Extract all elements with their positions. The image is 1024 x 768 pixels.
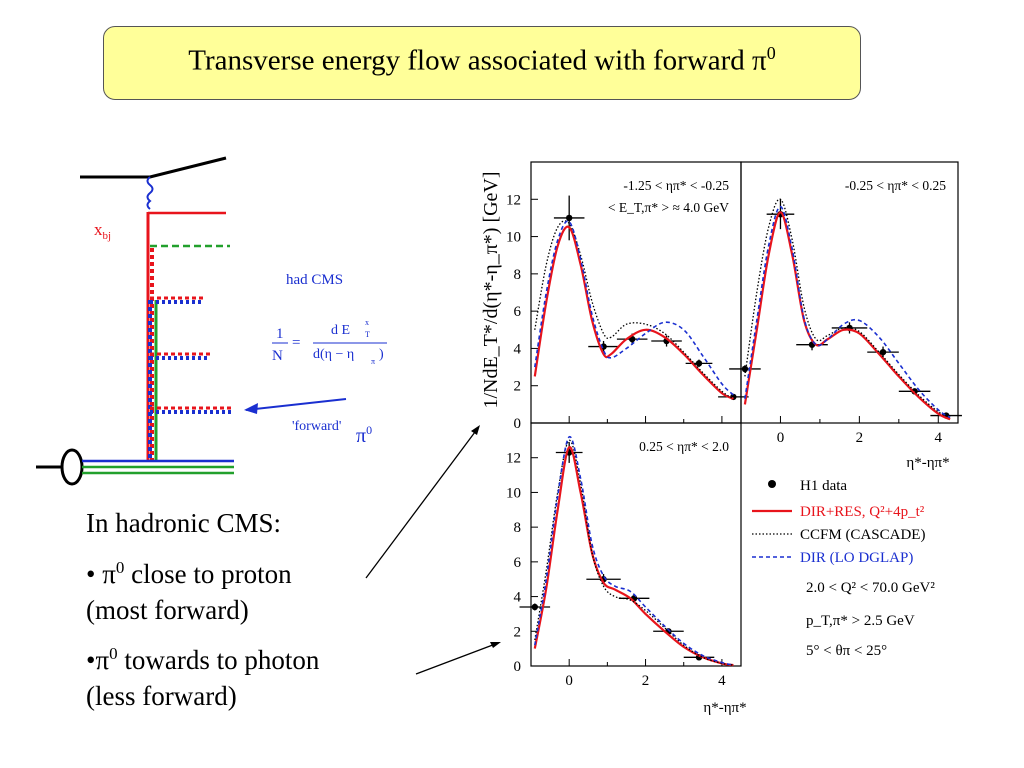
y-tick-label: 6 — [514, 555, 522, 571]
x-axis-label-top: η*-ηπ* — [906, 455, 949, 471]
arrow-to-top-panel — [365, 427, 479, 579]
y-tick-label: 2 — [514, 624, 522, 640]
y-tick-label: 2 — [514, 379, 522, 395]
x-tick-label: 4 — [718, 673, 726, 689]
series-line-solid — [533, 225, 734, 400]
y-axis-label: 1/NdE_T*/d(η*-η_π*) [GeV] — [480, 171, 502, 408]
arrow-to-bottom-panel — [415, 642, 499, 675]
y-tick-label: 0 — [514, 416, 522, 432]
cut-pt: p_T,π* > 2.5 GeV — [806, 613, 915, 629]
bullet-item-less-forward: •π0 towards to photon (less forward) — [86, 644, 320, 711]
bullet-item-forward: • π0 close to proton (most forward) — [86, 558, 292, 625]
panel-frame — [530, 422, 742, 667]
svg-text:T: T — [365, 330, 370, 339]
svg-text:=: = — [292, 335, 300, 351]
svg-text:d(η − η: d(η − η — [313, 347, 354, 362]
energy-flow-formula: 1 N = d E x T d(η − η π ) — [272, 318, 387, 366]
x-tick-label: 2 — [856, 430, 864, 446]
svg-text:π: π — [371, 357, 375, 366]
bullet-heading: In hadronic CMS: — [86, 508, 281, 538]
title-box: Transverse energy flow associated with f… — [103, 26, 861, 100]
svg-text:d E: d E — [331, 323, 350, 338]
y-tick-label: 8 — [514, 267, 522, 283]
data-point — [565, 214, 573, 222]
series-line-solid — [743, 211, 951, 421]
svg-text:x: x — [365, 318, 369, 327]
panel-annotation: 0.25 < ηπ* < 2.0 — [639, 439, 729, 454]
slide-title: Transverse energy flow associated with f… — [188, 43, 776, 77]
xbj-label: xbj — [94, 220, 111, 242]
y-tick-label: 10 — [506, 485, 521, 501]
data-point — [695, 360, 703, 367]
feynman-diagram: xbj had CMS 1 N = d E x T d(η − η π ) 'f… — [36, 156, 387, 486]
had-cms-label: had CMS — [286, 272, 343, 288]
cut-q2: 2.0 < Q² < 70.0 GeV² — [806, 580, 935, 596]
forward-arrow — [245, 398, 347, 411]
legend-h1-label: H1 data — [800, 478, 847, 494]
x-tick-label: 2 — [642, 673, 650, 689]
svg-text:1: 1 — [276, 326, 284, 342]
series-line-dashed — [744, 205, 951, 419]
y-tick-label: 4 — [514, 341, 522, 357]
series-line-solid — [533, 446, 734, 667]
series-line-dotted — [534, 220, 734, 400]
legend-h1-marker — [768, 480, 776, 488]
y-tick-label: 8 — [514, 520, 522, 536]
panel-annotation: -0.25 < ηπ* < 0.25 — [845, 178, 946, 193]
cut-theta: 5° < θπ < 25° — [806, 643, 887, 659]
forward-pi: π0 — [356, 423, 372, 447]
y-tick-label: 10 — [506, 230, 521, 246]
series-line-dotted — [744, 198, 951, 419]
panel-annotation: < E_T,π* > ≈ 4.0 GeV — [608, 200, 729, 215]
chart-panel-top-right: 0 2 4 -0.25 < ηπ* < 0.25 — [729, 161, 962, 446]
data-point — [741, 365, 749, 373]
photon-line — [146, 176, 154, 210]
x-tick-label: 4 — [935, 430, 943, 446]
x-tick-label: 0 — [565, 673, 573, 689]
series-line-dashed — [534, 436, 734, 666]
series-line-dashed — [534, 220, 734, 396]
data-point — [879, 348, 887, 356]
legend: H1 data DIR+RES, Q²+4p_t² CCFM (CASCADE) DI… — [752, 478, 935, 659]
forward-arrowhead — [244, 403, 258, 414]
y-tick-label: 12 — [506, 451, 521, 467]
y-tick-label: 12 — [506, 192, 521, 208]
chart-panel-top-left: 0 2 4 6 8 10 12 -1.25 < ηπ* < -0.25 < E_T,π* > ≈… — [506, 161, 749, 432]
series-line-dotted — [534, 439, 734, 666]
forward-label: 'forward' — [292, 419, 341, 434]
svg-text:): ) — [379, 347, 384, 362]
panel-annotation: -1.25 < ηπ* < -0.25 — [623, 178, 729, 193]
y-tick-label: 0 — [514, 659, 522, 675]
panel-frame — [740, 161, 959, 424]
svg-text:N: N — [272, 348, 283, 364]
bullet-list: In hadronic CMS: • π0 close to proton (m… — [86, 505, 416, 714]
y-tick-label: 6 — [514, 304, 522, 320]
legend-dir-res-label: DIR+RES, Q²+4p_t² — [800, 504, 925, 520]
chart-panel-bottom-left: 0 2 4 6 8 10 12 0 2 4 0.25 < ηπ* < 2.0 — [506, 422, 742, 689]
legend-ccfm-label: CCFM (CASCADE) — [800, 527, 925, 543]
legend-dir-label: DIR (LO DGLAP) — [800, 550, 913, 566]
x-tick-label: 0 — [777, 430, 785, 446]
x-axis-label-bottom: η*-ηπ* — [703, 700, 746, 716]
data-point — [531, 603, 539, 611]
y-tick-label: 4 — [514, 590, 522, 606]
